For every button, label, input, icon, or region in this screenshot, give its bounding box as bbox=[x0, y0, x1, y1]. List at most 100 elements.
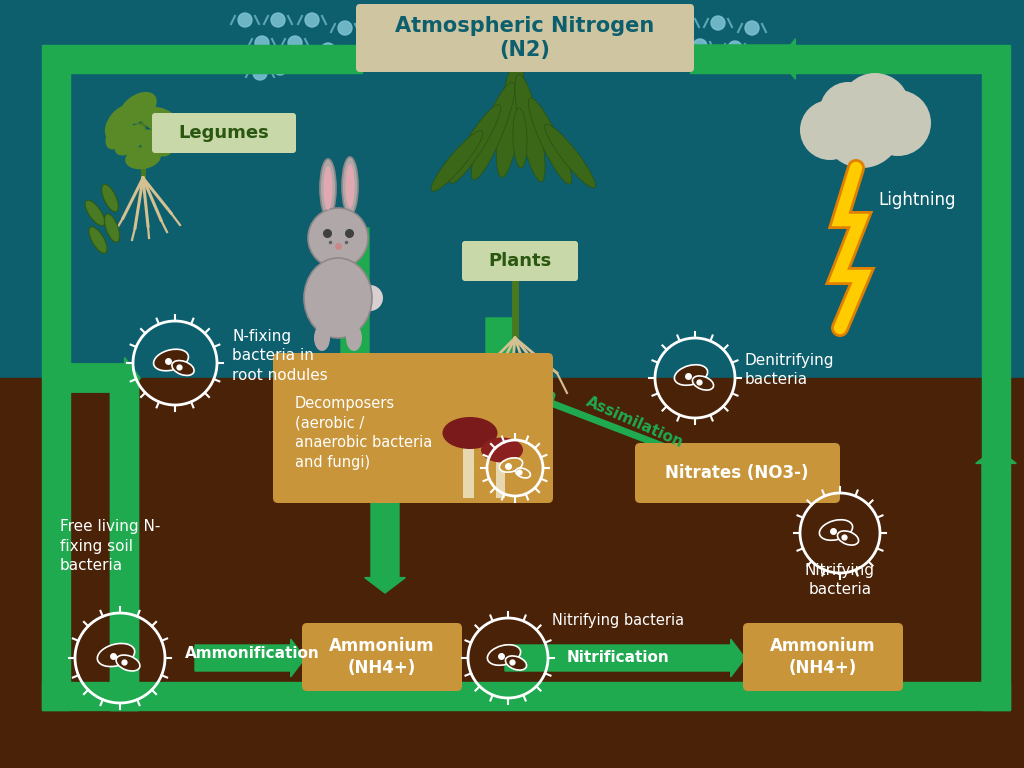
Circle shape bbox=[543, 13, 557, 27]
Ellipse shape bbox=[105, 117, 130, 149]
Text: Legumes: Legumes bbox=[178, 124, 269, 142]
Ellipse shape bbox=[97, 644, 135, 667]
FancyBboxPatch shape bbox=[302, 623, 462, 691]
Bar bbox=[42, 682, 1010, 710]
Ellipse shape bbox=[545, 124, 595, 188]
Bar bbox=[0, 0, 1024, 378]
Ellipse shape bbox=[137, 130, 172, 157]
Circle shape bbox=[253, 66, 267, 80]
Bar bbox=[42, 45, 362, 73]
Text: Lightning: Lightning bbox=[878, 191, 955, 209]
Circle shape bbox=[321, 43, 335, 57]
FancyBboxPatch shape bbox=[152, 113, 296, 153]
Circle shape bbox=[628, 39, 642, 53]
Circle shape bbox=[800, 100, 860, 160]
Polygon shape bbox=[365, 498, 406, 593]
Ellipse shape bbox=[675, 365, 708, 386]
Ellipse shape bbox=[342, 157, 358, 215]
Text: Ammonium
(NH4+): Ammonium (NH4+) bbox=[770, 637, 876, 677]
Ellipse shape bbox=[450, 104, 501, 184]
Circle shape bbox=[678, 16, 692, 30]
Circle shape bbox=[271, 13, 285, 27]
Ellipse shape bbox=[819, 520, 853, 540]
Ellipse shape bbox=[346, 325, 362, 351]
Ellipse shape bbox=[838, 531, 858, 545]
Polygon shape bbox=[479, 318, 520, 488]
Bar bbox=[982, 73, 1010, 710]
Ellipse shape bbox=[172, 360, 195, 376]
Bar bbox=[496, 450, 505, 498]
Ellipse shape bbox=[151, 114, 179, 143]
Ellipse shape bbox=[115, 124, 145, 156]
Bar bbox=[110, 378, 138, 710]
Bar bbox=[110, 378, 138, 710]
Text: Denitrifying
bacteria: Denitrifying bacteria bbox=[745, 353, 835, 387]
Ellipse shape bbox=[125, 147, 161, 169]
Circle shape bbox=[820, 82, 876, 138]
Ellipse shape bbox=[101, 184, 119, 212]
Ellipse shape bbox=[304, 258, 372, 338]
Ellipse shape bbox=[692, 376, 714, 390]
FancyBboxPatch shape bbox=[356, 4, 694, 72]
Circle shape bbox=[595, 39, 609, 53]
Ellipse shape bbox=[140, 107, 179, 133]
Circle shape bbox=[238, 13, 252, 27]
Ellipse shape bbox=[431, 131, 482, 191]
Circle shape bbox=[728, 41, 742, 55]
Polygon shape bbox=[195, 639, 305, 677]
Ellipse shape bbox=[481, 438, 523, 462]
Ellipse shape bbox=[497, 58, 523, 177]
Circle shape bbox=[338, 21, 352, 35]
Ellipse shape bbox=[345, 164, 354, 208]
Ellipse shape bbox=[85, 200, 104, 226]
Circle shape bbox=[288, 36, 302, 50]
Circle shape bbox=[611, 13, 625, 27]
Bar bbox=[690, 45, 1010, 73]
Polygon shape bbox=[693, 38, 796, 79]
Polygon shape bbox=[70, 358, 140, 399]
Ellipse shape bbox=[487, 645, 520, 665]
Bar bbox=[0, 378, 1024, 768]
Circle shape bbox=[711, 16, 725, 30]
Ellipse shape bbox=[104, 214, 120, 242]
Ellipse shape bbox=[528, 98, 571, 184]
Text: Ammonification: Ammonification bbox=[184, 645, 319, 660]
Polygon shape bbox=[335, 228, 376, 458]
Bar bbox=[463, 433, 474, 498]
Circle shape bbox=[255, 36, 269, 50]
Text: Decomposers
(aerobic /
anaerobic bacteria
and fungi): Decomposers (aerobic / anaerobic bacteri… bbox=[295, 396, 432, 470]
Text: Nitrifying
bacteria: Nitrifying bacteria bbox=[805, 563, 874, 598]
Text: Ammonium
(NH4+): Ammonium (NH4+) bbox=[329, 637, 435, 677]
Ellipse shape bbox=[154, 349, 188, 371]
Circle shape bbox=[865, 90, 931, 156]
Text: Plants: Plants bbox=[488, 252, 552, 270]
Circle shape bbox=[693, 39, 707, 53]
Text: N-fixing
bacteria in
root nodules: N-fixing bacteria in root nodules bbox=[232, 329, 328, 383]
Circle shape bbox=[308, 208, 368, 268]
FancyBboxPatch shape bbox=[462, 241, 578, 281]
Ellipse shape bbox=[104, 105, 135, 141]
Ellipse shape bbox=[500, 458, 522, 472]
Circle shape bbox=[662, 41, 675, 55]
Ellipse shape bbox=[513, 108, 527, 168]
Circle shape bbox=[822, 88, 902, 168]
Ellipse shape bbox=[89, 227, 108, 253]
Circle shape bbox=[645, 16, 659, 30]
Ellipse shape bbox=[314, 325, 330, 351]
FancyBboxPatch shape bbox=[743, 623, 903, 691]
FancyBboxPatch shape bbox=[273, 353, 553, 503]
Circle shape bbox=[305, 13, 319, 27]
Ellipse shape bbox=[471, 82, 515, 180]
Ellipse shape bbox=[516, 468, 530, 478]
Text: Atmospheric Nitrogen
(N2): Atmospheric Nitrogen (N2) bbox=[395, 15, 654, 61]
Ellipse shape bbox=[116, 655, 140, 671]
Text: Nitrifying bacteria: Nitrifying bacteria bbox=[552, 613, 684, 627]
FancyBboxPatch shape bbox=[635, 443, 840, 503]
Polygon shape bbox=[976, 448, 1016, 682]
Polygon shape bbox=[70, 358, 140, 399]
Text: Nitrification: Nitrification bbox=[566, 650, 670, 666]
Ellipse shape bbox=[515, 74, 545, 182]
Circle shape bbox=[578, 16, 592, 30]
Bar bbox=[42, 73, 70, 710]
Polygon shape bbox=[505, 639, 745, 677]
